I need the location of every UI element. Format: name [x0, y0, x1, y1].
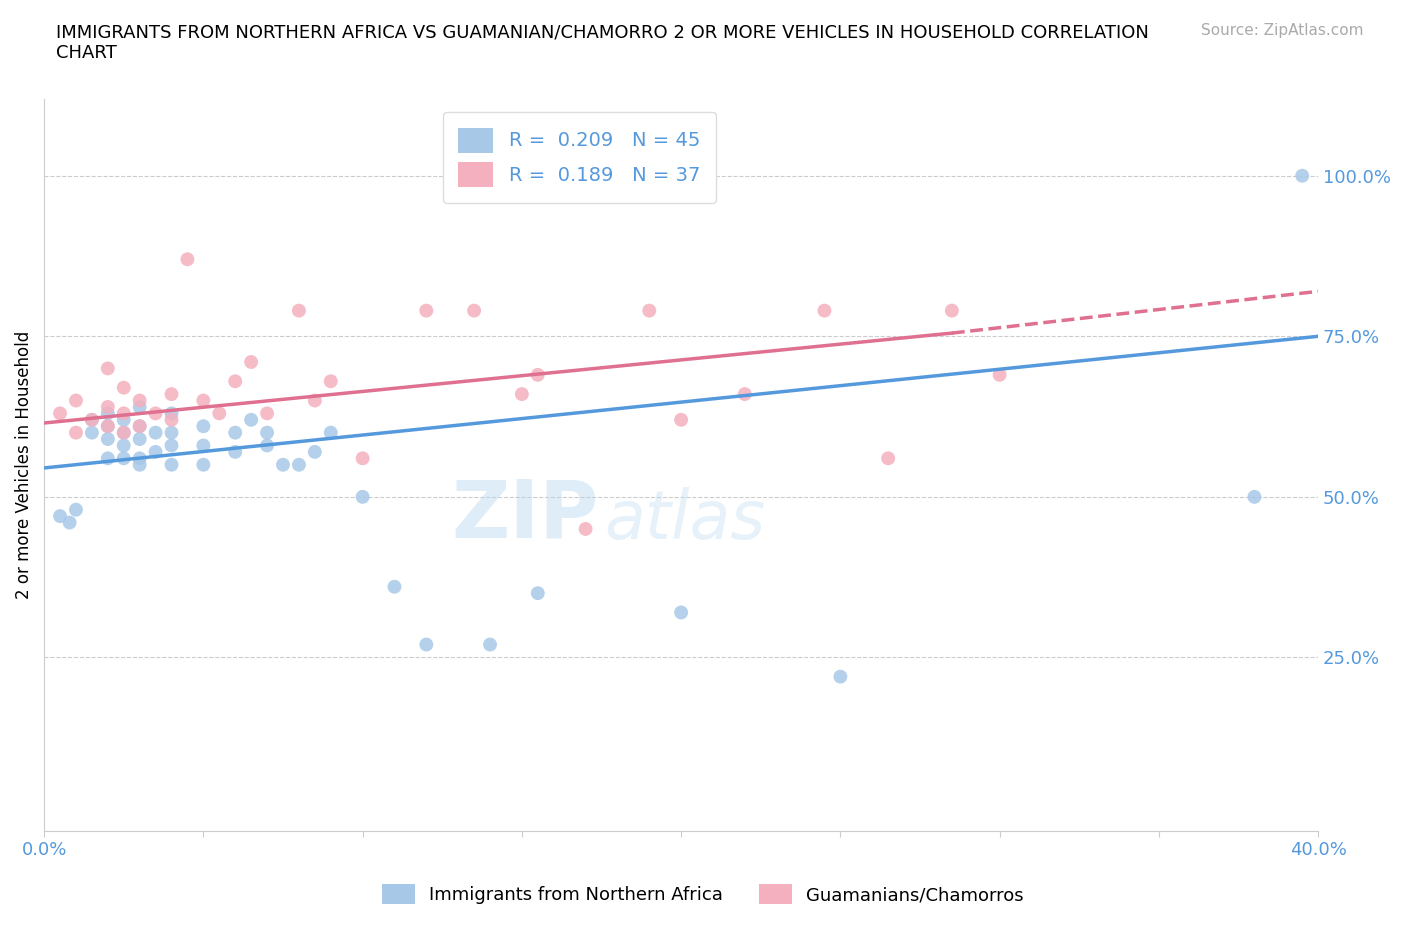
Point: [304, 445, 326, 459]
Point: [669, 605, 692, 620]
Point: [669, 412, 692, 427]
Point: [160, 438, 183, 453]
Point: [463, 303, 485, 318]
Point: [208, 405, 231, 420]
Point: [256, 438, 278, 453]
Point: [128, 418, 150, 433]
Point: [240, 412, 263, 427]
Point: [112, 405, 135, 420]
Point: [941, 303, 963, 318]
Point: [240, 354, 263, 369]
Point: [830, 670, 852, 684]
Point: [224, 445, 246, 459]
Point: [128, 418, 150, 433]
Point: [271, 458, 294, 472]
Point: [97, 432, 120, 446]
Text: Source: ZipAtlas.com: Source: ZipAtlas.com: [1201, 23, 1364, 38]
Point: [128, 393, 150, 408]
Point: [112, 425, 135, 440]
Point: [527, 586, 550, 601]
Point: [65, 502, 87, 517]
Point: [288, 303, 311, 318]
Point: [304, 393, 326, 408]
Point: [160, 425, 183, 440]
Point: [288, 458, 311, 472]
Point: [574, 522, 596, 537]
Point: [97, 418, 120, 433]
Point: [988, 367, 1011, 382]
Point: [256, 425, 278, 440]
Point: [80, 412, 103, 427]
Point: [80, 425, 103, 440]
Point: [128, 400, 150, 415]
Point: [49, 405, 72, 420]
Point: [160, 405, 183, 420]
Point: [415, 637, 437, 652]
Point: [1291, 168, 1313, 183]
Point: [97, 451, 120, 466]
Point: [128, 432, 150, 446]
Point: [128, 451, 150, 466]
Point: [527, 367, 550, 382]
Point: [97, 418, 120, 433]
Point: [510, 387, 533, 402]
Point: [65, 425, 87, 440]
Point: [49, 509, 72, 524]
Point: [145, 445, 167, 459]
Point: [319, 425, 342, 440]
Point: [97, 405, 120, 420]
Point: [145, 425, 167, 440]
Point: [638, 303, 661, 318]
Text: atlas: atlas: [605, 486, 766, 552]
Text: ZIP: ZIP: [451, 477, 599, 555]
Point: [193, 438, 215, 453]
Point: [97, 361, 120, 376]
Legend: Immigrants from Northern Africa, Guamanians/Chamorros: Immigrants from Northern Africa, Guamani…: [375, 876, 1031, 911]
Point: [384, 579, 406, 594]
Point: [112, 412, 135, 427]
Point: [734, 387, 756, 402]
Point: [415, 303, 437, 318]
Point: [352, 489, 374, 504]
Point: [80, 412, 103, 427]
Point: [224, 425, 246, 440]
Point: [97, 400, 120, 415]
Point: [58, 515, 80, 530]
Point: [160, 412, 183, 427]
Point: [877, 451, 900, 466]
Point: [352, 451, 374, 466]
Point: [193, 393, 215, 408]
Point: [128, 458, 150, 472]
Legend: R =  0.209   N = 45, R =  0.189   N = 37: R = 0.209 N = 45, R = 0.189 N = 37: [443, 113, 716, 203]
Point: [160, 458, 183, 472]
Point: [256, 405, 278, 420]
Point: [193, 458, 215, 472]
Point: [112, 425, 135, 440]
Point: [1243, 489, 1265, 504]
Point: [112, 438, 135, 453]
Point: [193, 418, 215, 433]
Point: [176, 252, 198, 267]
Point: [160, 387, 183, 402]
Point: [65, 393, 87, 408]
Y-axis label: 2 or more Vehicles in Household: 2 or more Vehicles in Household: [15, 331, 32, 599]
Point: [145, 405, 167, 420]
Point: [813, 303, 835, 318]
Point: [479, 637, 502, 652]
Text: IMMIGRANTS FROM NORTHERN AFRICA VS GUAMANIAN/CHAMORRO 2 OR MORE VEHICLES IN HOUS: IMMIGRANTS FROM NORTHERN AFRICA VS GUAMA…: [56, 23, 1149, 62]
Point: [319, 374, 342, 389]
Point: [112, 451, 135, 466]
Point: [224, 374, 246, 389]
Point: [112, 380, 135, 395]
